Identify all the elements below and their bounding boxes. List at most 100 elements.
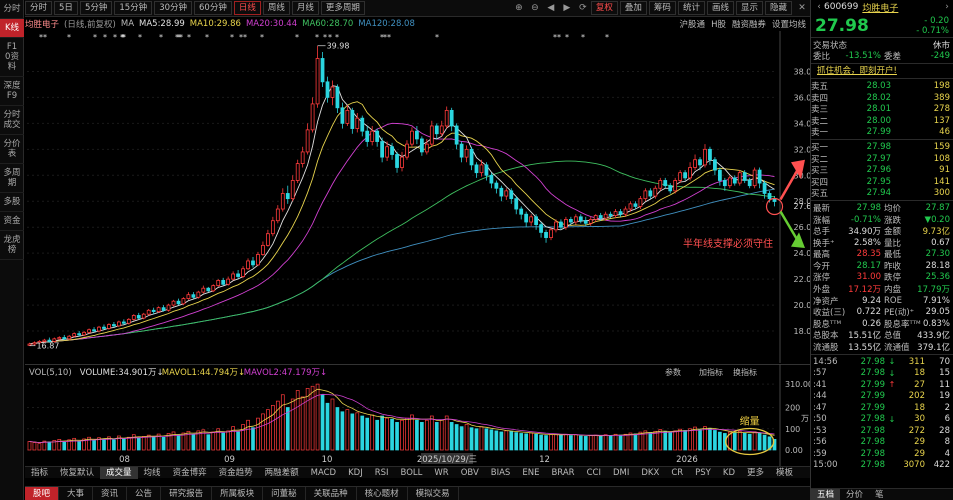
sidebar-item-8[interactable]: 资金 (0, 212, 24, 231)
indicator-tab-6[interactable]: 两融差额 (264, 467, 299, 478)
indicator-tab-22[interactable]: 更多 (747, 467, 765, 478)
sidebar-item-3[interactable]: 深度 F9 (0, 77, 24, 106)
event-marker[interactable]: * (175, 33, 179, 42)
event-marker[interactable]: * (120, 33, 124, 42)
event-marker[interactable]: * (187, 33, 191, 42)
event-marker[interactable]: * (179, 33, 183, 42)
sidebar-item-6[interactable]: 多周期 (0, 164, 24, 193)
ma-extra-link-0[interactable]: 沪股通 (679, 20, 706, 30)
period-button-9[interactable]: 更多周期 (320, 1, 365, 15)
bottom-tab-2[interactable]: 资讯 (93, 486, 128, 500)
move-right-icon[interactable]: ▶ (563, 3, 571, 13)
indicator-tab-19[interactable]: CR (671, 467, 684, 478)
volume-option-1[interactable]: 加指标 (699, 367, 723, 377)
asks-row[interactable]: 卖四 28.02 389 (811, 92, 953, 104)
stock-name[interactable]: 均胜电子 (862, 3, 899, 14)
display-dropdown[interactable]: 显示 (735, 1, 763, 15)
open-account-banner[interactable]: 抓住机会，即刻开户! (817, 66, 897, 77)
indicator-tab-1[interactable]: 恢复默认 (60, 467, 95, 478)
stats-button[interactable]: 统计 (677, 1, 705, 15)
quote-tab-1[interactable]: 分价 (846, 490, 864, 500)
hide-button[interactable]: 隐藏 (764, 1, 792, 15)
back-icon[interactable]: ‹ (817, 2, 821, 12)
volume-option-2[interactable]: 换指标 (733, 367, 757, 377)
ma-extra-link-3[interactable]: 设置均线 (771, 20, 806, 30)
forward-icon[interactable]: › (945, 2, 949, 12)
period-button-5[interactable]: 60分钟 (194, 1, 232, 15)
bottom-tab-6[interactable]: 问董秘 (263, 486, 306, 500)
event-marker[interactable]: * (295, 33, 299, 42)
indicator-tab-3[interactable]: 均线 (143, 467, 161, 478)
event-marker[interactable]: * (239, 33, 243, 42)
candlestick-chart[interactable]: 18.00 20.00 22.00 24.00 26.00 28.00 30.00 32.00… (25, 31, 810, 363)
bottom-tab-4[interactable]: 研究报告 (161, 486, 213, 500)
indicator-tab-14[interactable]: ENE (522, 467, 540, 478)
asks-row[interactable]: 卖二 28.00 137 (811, 115, 953, 127)
sidebar-item-1[interactable]: K线 (0, 19, 24, 38)
period-button-8[interactable]: 月线 (291, 1, 319, 15)
indicator-tab-9[interactable]: RSI (374, 467, 389, 478)
event-marker[interactable]: * (260, 33, 264, 42)
sidebar-item-0[interactable]: 分时 (0, 0, 24, 19)
event-marker[interactable]: * (435, 33, 439, 42)
bottom-tab-7[interactable]: 关联品种 (306, 486, 357, 500)
event-marker[interactable]: * (138, 33, 142, 42)
bids-row[interactable]: 买二 27.97 108 (811, 153, 953, 165)
event-marker[interactable]: * (177, 33, 181, 42)
event-marker[interactable]: * (39, 33, 43, 42)
indicator-tab-23[interactable]: 模板 (776, 467, 794, 478)
event-marker[interactable]: * (43, 33, 47, 42)
indicator-tab-11[interactable]: WR (434, 467, 449, 478)
bids-row[interactable]: 买四 27.95 141 (811, 176, 953, 188)
indicator-tab-20[interactable]: PSY (695, 467, 711, 478)
zoom-out-icon[interactable]: ⊖ (531, 3, 539, 13)
volume-option-0[interactable]: 参数 (665, 367, 681, 377)
indicator-tab-13[interactable]: BIAS (490, 467, 511, 478)
event-marker[interactable]: * (335, 33, 339, 42)
quote-tab-2[interactable]: 笔 (875, 490, 884, 500)
indicator-tab-2[interactable]: 成交量 (100, 466, 138, 479)
indicator-tab-5[interactable]: 资金趋势 (218, 467, 253, 478)
sidebar-item-4[interactable]: 分时 成交 (0, 106, 24, 135)
event-marker[interactable]: * (383, 33, 387, 42)
indicator-tab-15[interactable]: BRAR (551, 467, 575, 478)
bottom-tab-0[interactable]: 股吧 (25, 486, 60, 500)
period-button-2[interactable]: 5分钟 (79, 1, 113, 15)
event-marker[interactable]: * (205, 33, 209, 42)
period-button-7[interactable]: 周线 (262, 1, 290, 15)
event-marker[interactable]: * (159, 33, 163, 42)
overlay-dropdown[interactable]: 叠加 (619, 1, 647, 15)
indicator-tab-4[interactable]: 资金博弈 (172, 467, 207, 478)
indicator-tab-8[interactable]: KDJ (348, 467, 363, 478)
bids-row[interactable]: 买五 27.94 300 (811, 188, 953, 199)
bottom-tab-5[interactable]: 所属板块 (212, 486, 264, 500)
event-marker[interactable]: * (581, 33, 585, 42)
sidebar-item-9[interactable]: 龙虎榜 (0, 231, 24, 260)
indicator-tab-0[interactable]: 指标 (31, 467, 49, 478)
adjust-dropdown[interactable]: 复权 (590, 1, 618, 15)
period-button-6[interactable]: 日线 (233, 1, 261, 15)
event-marker[interactable]: * (315, 33, 319, 42)
sidebar-item-2[interactable]: F1 0资料 (0, 38, 24, 77)
event-marker[interactable]: * (67, 33, 71, 42)
bids-row[interactable]: 买一 27.98 159 (811, 141, 953, 153)
period-button-4[interactable]: 30分钟 (154, 1, 193, 15)
indicator-tab-18[interactable]: DKX (641, 467, 660, 478)
indicator-tab-21[interactable]: KD (722, 467, 735, 478)
event-marker[interactable]: * (380, 33, 384, 42)
sidebar-item-7[interactable]: 多股 (0, 193, 24, 212)
bottom-tab-9[interactable]: 模拟交易 (408, 486, 459, 500)
asks-row[interactable]: 卖三 28.01 278 (811, 103, 953, 115)
indicator-tab-7[interactable]: MACD (310, 467, 337, 478)
bottom-tab-3[interactable]: 公告 (127, 486, 162, 500)
period-button-1[interactable]: 5日 (54, 1, 78, 15)
bottom-tab-1[interactable]: 大事 (59, 486, 94, 500)
refresh-icon[interactable]: ⟳ (579, 3, 587, 13)
bottom-tab-8[interactable]: 核心题材 (357, 486, 408, 500)
period-button-0[interactable]: 分时 (25, 1, 53, 15)
indicator-tab-16[interactable]: CCI (586, 467, 601, 478)
event-marker[interactable]: * (103, 33, 107, 42)
quote-tab-0[interactable]: 五档 (811, 489, 841, 500)
move-left-icon[interactable]: ◀ (547, 3, 555, 13)
bids-row[interactable]: 买三 27.96 91 (811, 164, 953, 176)
